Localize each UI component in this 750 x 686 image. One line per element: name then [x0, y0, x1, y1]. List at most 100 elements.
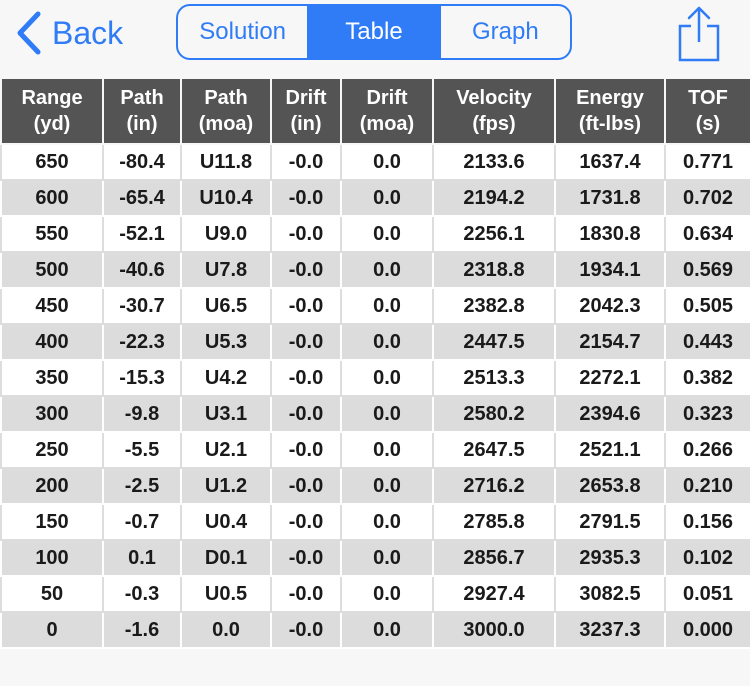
table-cell: -0.0	[270, 431, 342, 469]
column-header: Drift (in)	[270, 77, 342, 145]
table-cell: 0	[0, 611, 104, 649]
column-header: Drift (moa)	[340, 77, 434, 145]
table-cell: 2785.8	[432, 503, 556, 541]
table-cell: 1934.1	[554, 251, 666, 289]
table-cell: -0.0	[270, 179, 342, 217]
table-cell: 150	[0, 503, 104, 541]
table-cell: 2272.1	[554, 359, 666, 397]
table-cell: U4.2	[180, 359, 272, 397]
table-cell: -40.6	[102, 251, 182, 289]
table-cell: 0.0	[340, 251, 434, 289]
table-row: 200 -2.5 U1.2 -0.0 0.0 2716.2 2653.8 0.210	[0, 467, 750, 505]
column-header-title: Path	[120, 87, 164, 109]
table-cell: -0.0	[270, 359, 342, 397]
table-cell: 2791.5	[554, 503, 666, 541]
table-cell: U0.5	[180, 575, 272, 613]
table-cell: U7.8	[180, 251, 272, 289]
table-cell: 0.0	[180, 611, 272, 649]
table-cell: 0.210	[664, 467, 750, 505]
back-button[interactable]: Back	[16, 10, 123, 56]
table-cell: 2935.3	[554, 539, 666, 577]
table-cell: 0.0	[340, 539, 434, 577]
table-cell: 3082.5	[554, 575, 666, 613]
view-segmented-control: Solution Table Graph	[176, 4, 572, 60]
table-cell: 0.0	[340, 611, 434, 649]
table-cell: 2154.7	[554, 323, 666, 361]
table-cell: 0.0	[340, 467, 434, 505]
table-cell: U3.1	[180, 395, 272, 433]
table-cell: 0.702	[664, 179, 750, 217]
table-cell: 0.0	[340, 143, 434, 181]
table-cell: -0.0	[270, 467, 342, 505]
table-cell: 0.0	[340, 503, 434, 541]
table-header-row: Range (yd) Path (in) Path (moa) Drift (in) Drift…	[0, 77, 750, 145]
ballistics-table-container[interactable]: Range (yd) Path (in) Path (moa) Drift (in) Drift…	[0, 77, 750, 649]
table-cell: 350	[0, 359, 104, 397]
table-cell: 0.0	[340, 575, 434, 613]
table-cell: 1731.8	[554, 179, 666, 217]
table-row: 350 -15.3 U4.2 -0.0 0.0 2513.3 2272.1 0.382	[0, 359, 750, 397]
column-header-unit: (yd)	[33, 113, 71, 135]
table-cell: -0.0	[270, 611, 342, 649]
table-cell: 0.102	[664, 539, 750, 577]
column-header: Velocity (fps)	[432, 77, 556, 145]
table-cell: 200	[0, 467, 104, 505]
table-cell: 650	[0, 143, 104, 181]
table-cell: 0.0	[340, 179, 434, 217]
column-header: TOF (s)	[664, 77, 750, 145]
table-cell: -0.0	[270, 287, 342, 325]
table-body: 650 -80.4 U11.8 -0.0 0.0 2133.6 1637.4 0.771 600…	[0, 143, 750, 649]
table-cell: 0.771	[664, 143, 750, 181]
table-cell: 0.051	[664, 575, 750, 613]
table-cell: 400	[0, 323, 104, 361]
table-cell: -0.0	[270, 251, 342, 289]
table-cell: 0.266	[664, 431, 750, 469]
back-label: Back	[52, 14, 124, 51]
table-cell: 2856.7	[432, 539, 556, 577]
table-cell: U11.8	[180, 143, 272, 181]
table-cell: U10.4	[180, 179, 272, 217]
table-cell: 0.0	[340, 323, 434, 361]
column-header-title: Range	[21, 87, 83, 109]
tab-table[interactable]: Table	[307, 6, 439, 58]
table-row: 0 -1.6 0.0 -0.0 0.0 3000.0 3237.3 0.000	[0, 611, 750, 649]
column-header-unit: (in)	[126, 113, 158, 135]
table-cell: U0.4	[180, 503, 272, 541]
column-header: Path (in)	[102, 77, 182, 145]
table-cell: 0.0	[340, 215, 434, 253]
column-header: Path (moa)	[180, 77, 272, 145]
tab-graph[interactable]: Graph	[438, 6, 570, 58]
table-cell: 2513.3	[432, 359, 556, 397]
table-cell: 0.323	[664, 395, 750, 433]
tab-solution[interactable]: Solution	[199, 18, 287, 45]
table-cell: -0.0	[270, 575, 342, 613]
column-header-unit: (s)	[695, 113, 721, 135]
table-cell: 2194.2	[432, 179, 556, 217]
table-cell: -15.3	[102, 359, 182, 397]
table-cell: D0.1	[180, 539, 272, 577]
table-cell: 250	[0, 431, 104, 469]
table-cell: -30.7	[102, 287, 182, 325]
table-cell: U2.1	[180, 431, 272, 469]
table-cell: 0.000	[664, 611, 750, 649]
share-icon	[678, 6, 720, 62]
table-row: 250 -5.5 U2.1 -0.0 0.0 2647.5 2521.1 0.266	[0, 431, 750, 469]
column-header-title: TOF	[688, 87, 728, 109]
table-row: 150 -0.7 U0.4 -0.0 0.0 2785.8 2791.5 0.156	[0, 503, 750, 541]
table-cell: 2521.1	[554, 431, 666, 469]
table-cell: -65.4	[102, 179, 182, 217]
table-row: 650 -80.4 U11.8 -0.0 0.0 2133.6 1637.4 0.771	[0, 143, 750, 181]
table-cell: 0.1	[102, 539, 182, 577]
table-cell: -9.8	[102, 395, 182, 433]
share-button[interactable]	[674, 4, 724, 62]
table-row: 600 -65.4 U10.4 -0.0 0.0 2194.2 1731.8 0.702	[0, 179, 750, 217]
column-header-title: Energy	[576, 87, 644, 109]
column-header-unit: (ft-lbs)	[578, 113, 642, 135]
table-cell: 0.443	[664, 323, 750, 361]
table-cell: 0.505	[664, 287, 750, 325]
table-cell: 2042.3	[554, 287, 666, 325]
column-header-unit: (moa)	[198, 113, 254, 135]
table-cell: 0.0	[340, 395, 434, 433]
table-cell: 2927.4	[432, 575, 556, 613]
table-row: 300 -9.8 U3.1 -0.0 0.0 2580.2 2394.6 0.323	[0, 395, 750, 433]
